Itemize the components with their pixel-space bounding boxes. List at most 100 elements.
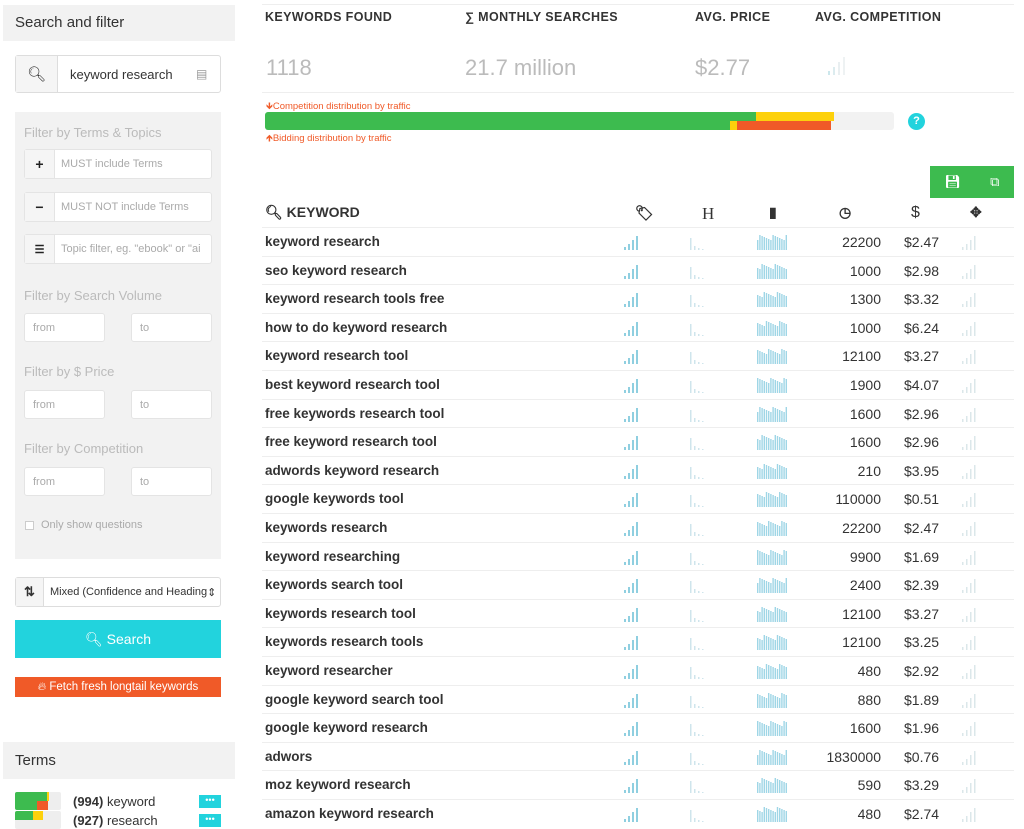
questions-checkbox[interactable]	[25, 521, 34, 530]
copy-icon[interactable]: ⧉	[990, 174, 1000, 189]
bidding-red-segment	[736, 121, 832, 130]
more-icon[interactable]: •••	[199, 794, 221, 808]
keyword-cell[interactable]: keyword researcher	[265, 663, 393, 678]
price-cell: $4.07	[904, 377, 940, 393]
keyword-cell[interactable]: free keywords research tool	[265, 405, 445, 421]
heading-icon[interactable]: H	[702, 204, 715, 223]
divider	[262, 92, 1014, 93]
keyword-column-header[interactable]: 🔍︎ KEYWORD	[265, 204, 360, 220]
crosshair-icon[interactable]: ✥	[970, 204, 982, 220]
keyword-cell[interactable]: amazon keyword research	[265, 806, 434, 821]
table-row[interactable]: keywords research 22200 $2.47	[262, 513, 1014, 542]
minus-icon: −	[25, 193, 55, 221]
table-row[interactable]: keyword research 22200 $2.47	[262, 227, 1014, 256]
table-row[interactable]: adwors 1830000 $0.76	[262, 741, 1014, 771]
table-row[interactable]: keyword research tools free 1300 $3.32	[262, 284, 1014, 313]
topic-filter-field[interactable]: ☰ Topic filter, eg. "ebook" or "ai	[24, 234, 212, 264]
table-row[interactable]: free keywords research tool 1600 $2.96	[262, 398, 1014, 428]
keyword-cell[interactable]: google keyword research	[265, 720, 428, 736]
competition-sparkline	[962, 379, 976, 393]
trend-sparkline	[757, 664, 787, 679]
tag-sparkline	[624, 808, 638, 822]
id-card-icon[interactable]: ▤	[196, 67, 208, 81]
search-input[interactable]: keyword research	[70, 67, 173, 82]
tag-icon[interactable]: 🏷︎	[635, 205, 655, 222]
keyword-cell[interactable]: moz keyword research	[265, 777, 411, 793]
keyword-cell[interactable]: google keywords tool	[265, 491, 404, 507]
keyword-cell[interactable]: keyword research tool	[265, 348, 409, 364]
keyword-cell[interactable]: best keyword research tool	[265, 377, 440, 392]
gauge-icon[interactable]: ◷	[839, 204, 852, 220]
keyword-cell[interactable]: keywords research tools	[265, 634, 424, 650]
must-include-input[interactable]: MUST include Terms	[61, 158, 163, 170]
table-row[interactable]: best keyword research tool 1900 $4.07	[262, 370, 1014, 399]
competition-from-input[interactable]: from	[24, 467, 105, 496]
keyword-cell[interactable]: adwors	[265, 748, 313, 764]
bar-chart-icon[interactable]: ▮	[769, 204, 777, 220]
term-label[interactable]: keyword	[106, 793, 156, 809]
competition-sparkline	[962, 579, 976, 594]
table-row[interactable]: google keyword search tool 880 $1.89	[262, 684, 1014, 714]
sort-select[interactable]: ⇅ Mixed (Confidence and Heading ⇕	[15, 577, 221, 607]
table-row[interactable]: google keyword research 1600 $1.96	[262, 713, 1014, 742]
search-button[interactable]: 🔍︎ Search	[15, 620, 221, 658]
price-to-input[interactable]: to	[131, 390, 212, 419]
competition-sparkline	[962, 321, 976, 336]
table-row[interactable]: keyword researching 9900 $1.69	[262, 541, 1014, 571]
keyword-cell[interactable]: keywords research tool	[265, 605, 416, 621]
table-row[interactable]: free keyword research tool 1600 $2.96	[262, 427, 1014, 456]
keyword-cell[interactable]: seo keyword research	[265, 262, 407, 278]
competition-filter-label: Filter by Competition	[24, 441, 144, 456]
competition-to-input[interactable]: to	[131, 467, 212, 496]
price-from-input[interactable]: from	[24, 390, 105, 419]
topic-filter-input[interactable]: Topic filter, eg. "ebook" or "ai	[61, 243, 201, 255]
table-row[interactable]: how to do keyword research 1000 $6.24	[262, 312, 1014, 342]
keyword-cell[interactable]: keyword research tools free	[265, 291, 445, 307]
keyword-cell[interactable]: keyword researching	[265, 548, 401, 564]
sort-value[interactable]: Mixed (Confidence and Heading	[50, 586, 208, 598]
competition-green-segment	[265, 112, 756, 121]
must-not-include-input[interactable]: MUST NOT include Terms	[61, 201, 189, 213]
trend-sparkline	[757, 463, 787, 479]
keyword-cell[interactable]: how to do keyword research	[265, 319, 448, 335]
competition-signal-icon	[828, 57, 845, 75]
table-row[interactable]: seo keyword research 1000 $2.98	[262, 255, 1014, 285]
dollar-icon[interactable]: $	[911, 204, 920, 221]
keyword-cell[interactable]: adwords keyword research	[265, 462, 440, 478]
competition-sparkline	[962, 464, 976, 479]
keyword-cell[interactable]: keywords research	[265, 520, 388, 535]
heading-sparkline	[690, 495, 704, 508]
volume-from-input[interactable]: from	[24, 313, 105, 342]
search-box[interactable]: 🔍︎ keyword research ▤	[15, 55, 221, 93]
table-row[interactable]: amazon keyword research 480 $2.74	[262, 799, 1014, 828]
table-row[interactable]: keyword research tool 12100 $3.27	[262, 341, 1014, 370]
volume-cell: 880	[857, 691, 881, 708]
volume-cell: 12100	[842, 634, 881, 651]
volume-cell: 1600	[849, 405, 881, 422]
keyword-cell[interactable]: keywords search tool	[265, 577, 404, 593]
volume-to-input[interactable]: to	[131, 313, 212, 342]
table-row[interactable]: keyword researcher 480 $2.92	[262, 656, 1014, 685]
price-cell: $3.95	[904, 462, 940, 479]
keyword-cell[interactable]: google keyword search tool	[265, 691, 444, 707]
keyword-cell[interactable]: keyword research	[265, 234, 380, 249]
heading-sparkline	[690, 266, 704, 279]
keyword-cell[interactable]: free keyword research tool	[265, 434, 437, 450]
must-not-include-field[interactable]: − MUST NOT include Terms	[24, 192, 212, 222]
table-row[interactable]: google keywords tool 110000 $0.51	[262, 484, 1014, 513]
plus-icon: +	[25, 150, 55, 178]
more-icon[interactable]: •••	[199, 813, 221, 827]
must-include-field[interactable]: + MUST include Terms	[24, 149, 212, 179]
table-row[interactable]: adwords keyword research 210 $3.95	[262, 455, 1014, 485]
competition-sparkline	[962, 264, 976, 279]
table-row[interactable]: keywords research tool 12100 $3.27	[262, 598, 1014, 628]
price-cell: $3.27	[904, 605, 940, 622]
term-label[interactable]: research	[106, 812, 158, 828]
save-export-icon[interactable]: 💾︎	[944, 174, 962, 189]
table-row[interactable]: moz keyword research 590 $3.29	[262, 770, 1014, 799]
table-row[interactable]: keywords research tools 12100 $3.25	[262, 627, 1014, 656]
fetch-longtail-button[interactable]: 🔥︎ Fetch fresh longtail keywords	[15, 677, 221, 697]
table-row[interactable]: keywords search tool 2400 $2.39	[262, 570, 1014, 599]
search-icon[interactable]: 🔍︎	[16, 56, 58, 92]
help-icon[interactable]: ?	[908, 113, 925, 130]
